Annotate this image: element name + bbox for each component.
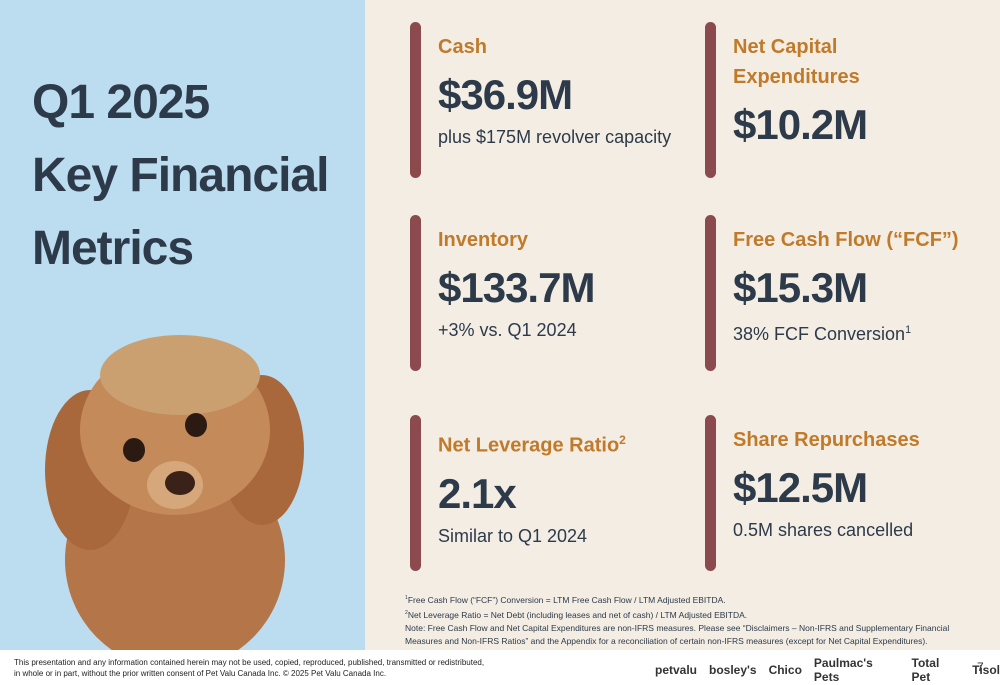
footnote-text: Free Cash Flow (“FCF”) Conversion = LTM … (407, 594, 726, 605)
label-text: Net Leverage Ratio (438, 434, 620, 457)
brand-logo: bosley's (709, 663, 757, 677)
metric-label: Free Cash Flow (“FCF”) (733, 225, 970, 255)
metric-value: $15.3M (733, 264, 868, 311)
footnotes: 1Free Cash Flow (“FCF”) Conversion = LTM… (405, 592, 965, 648)
metric-card: Share Repurchases $12.5M 0.5M shares cance… (705, 415, 970, 571)
footnote-text: Net Leverage Ratio = Net Debt (including… (407, 609, 748, 620)
brand-logo: Paulmac's Pets (813, 656, 873, 684)
footnote-text: Note: Free Cash Flow and Net Capital Exp… (405, 622, 950, 646)
metric-card: Inventory $133.7M +3% vs. Q1 2024 (410, 215, 675, 371)
disclaimer-line: This presentation and any information co… (14, 658, 485, 667)
metric-card: Net Capital Expenditures $10.2M (705, 22, 970, 178)
accent-bar (705, 415, 716, 571)
metric-value: $36.9M (438, 71, 573, 118)
metric-label: Share Repurchases (733, 425, 970, 455)
metric-body: Net Capital Expenditures $10.2M (733, 32, 970, 154)
page-number: 7 (977, 660, 984, 674)
accent-bar (705, 215, 716, 371)
label-text: Share Repurchases (733, 429, 920, 451)
metric-body: Net Leverage Ratio2 2.1x Similar to Q1 202… (438, 425, 675, 549)
metric-body: Free Cash Flow (“FCF”) $15.3M 38% FCF Conv… (733, 225, 970, 347)
disclaimer-line: in whole or in part, without the prior w… (14, 669, 387, 678)
metric-label: Net Capital Expenditures (733, 32, 883, 92)
metric-card: Free Cash Flow (“FCF”) $15.3M 38% FCF Conv… (705, 215, 970, 371)
metric-label: Inventory (438, 225, 675, 255)
metric-value: $133.7M (438, 264, 595, 311)
title: Q1 2025 Key Financial Metrics (32, 66, 329, 285)
superscript: 2 (405, 609, 408, 616)
accent-bar (705, 22, 716, 178)
dog-illustration (45, 335, 304, 650)
note-text: +3% vs. Q1 2024 (438, 320, 577, 340)
metric-value: $10.2M (733, 101, 868, 148)
brand-logo: Total Pet (911, 656, 940, 684)
title-line: Metrics (32, 222, 194, 275)
label-text: Net Capital Expenditures (733, 36, 860, 88)
brand-logo: petvalu (655, 663, 698, 677)
logos: petvalu bosley's Chico Paulmac's Pets Total … (655, 656, 1000, 684)
note-text: plus $175M revolver capacity (438, 127, 672, 147)
disclaimer: This presentation and any information co… (14, 657, 484, 679)
superscript: 1 (405, 595, 408, 601)
metric-card: Net Leverage Ratio2 2.1x Similar to Q1 202… (410, 415, 675, 571)
metric-label: Cash (438, 32, 675, 62)
metric-note: +3% vs. Q1 2024 (438, 317, 675, 343)
metric-label: Net Leverage Ratio2 (438, 425, 675, 461)
title-line: Q1 2025 (32, 76, 210, 129)
footer: This presentation and any information co… (0, 650, 1000, 685)
footnote: Note: Free Cash Flow and Net Capital Exp… (405, 622, 965, 648)
footnote: 2Net Leverage Ratio = Net Debt (includin… (405, 607, 965, 622)
label-text: Inventory (438, 229, 529, 251)
brand-logo: Chico (768, 663, 802, 677)
metric-body: Inventory $133.7M +3% vs. Q1 2024 (438, 225, 675, 343)
accent-bar (410, 415, 421, 571)
metric-value: 2.1x (438, 469, 517, 517)
metric-body: Share Repurchases $12.5M 0.5M shares cance… (733, 425, 970, 543)
accent-bar (410, 22, 421, 178)
note-text: 38% FCF Conversion (733, 324, 906, 344)
brand-logo: Tisol (972, 663, 1000, 677)
metric-value: $12.5M (733, 464, 868, 511)
superscript: 1 (905, 324, 912, 336)
label-text: Free Cash Flow (“FCF”) (733, 229, 959, 251)
metric-card: Cash $36.9M plus $175M revolver capacity (410, 22, 675, 178)
left-panel: Q1 2025 Key Financial Metrics (0, 0, 365, 650)
superscript: 2 (619, 433, 626, 447)
footnote: 1Free Cash Flow (“FCF”) Conversion = LTM… (405, 592, 965, 607)
note-text: Similar to Q1 2024 (438, 525, 588, 546)
metric-body: Cash $36.9M plus $175M revolver capacity (438, 32, 675, 150)
title-line: Key Financial (32, 149, 329, 202)
metric-note: 38% FCF Conversion1 (733, 317, 970, 347)
note-text: 0.5M shares cancelled (733, 520, 914, 540)
metric-note: plus $175M revolver capacity (438, 124, 675, 150)
metric-note: 0.5M shares cancelled (733, 517, 970, 543)
accent-bar (410, 215, 421, 371)
metric-note: Similar to Q1 2024 (438, 523, 675, 549)
label-text: Cash (438, 36, 487, 58)
